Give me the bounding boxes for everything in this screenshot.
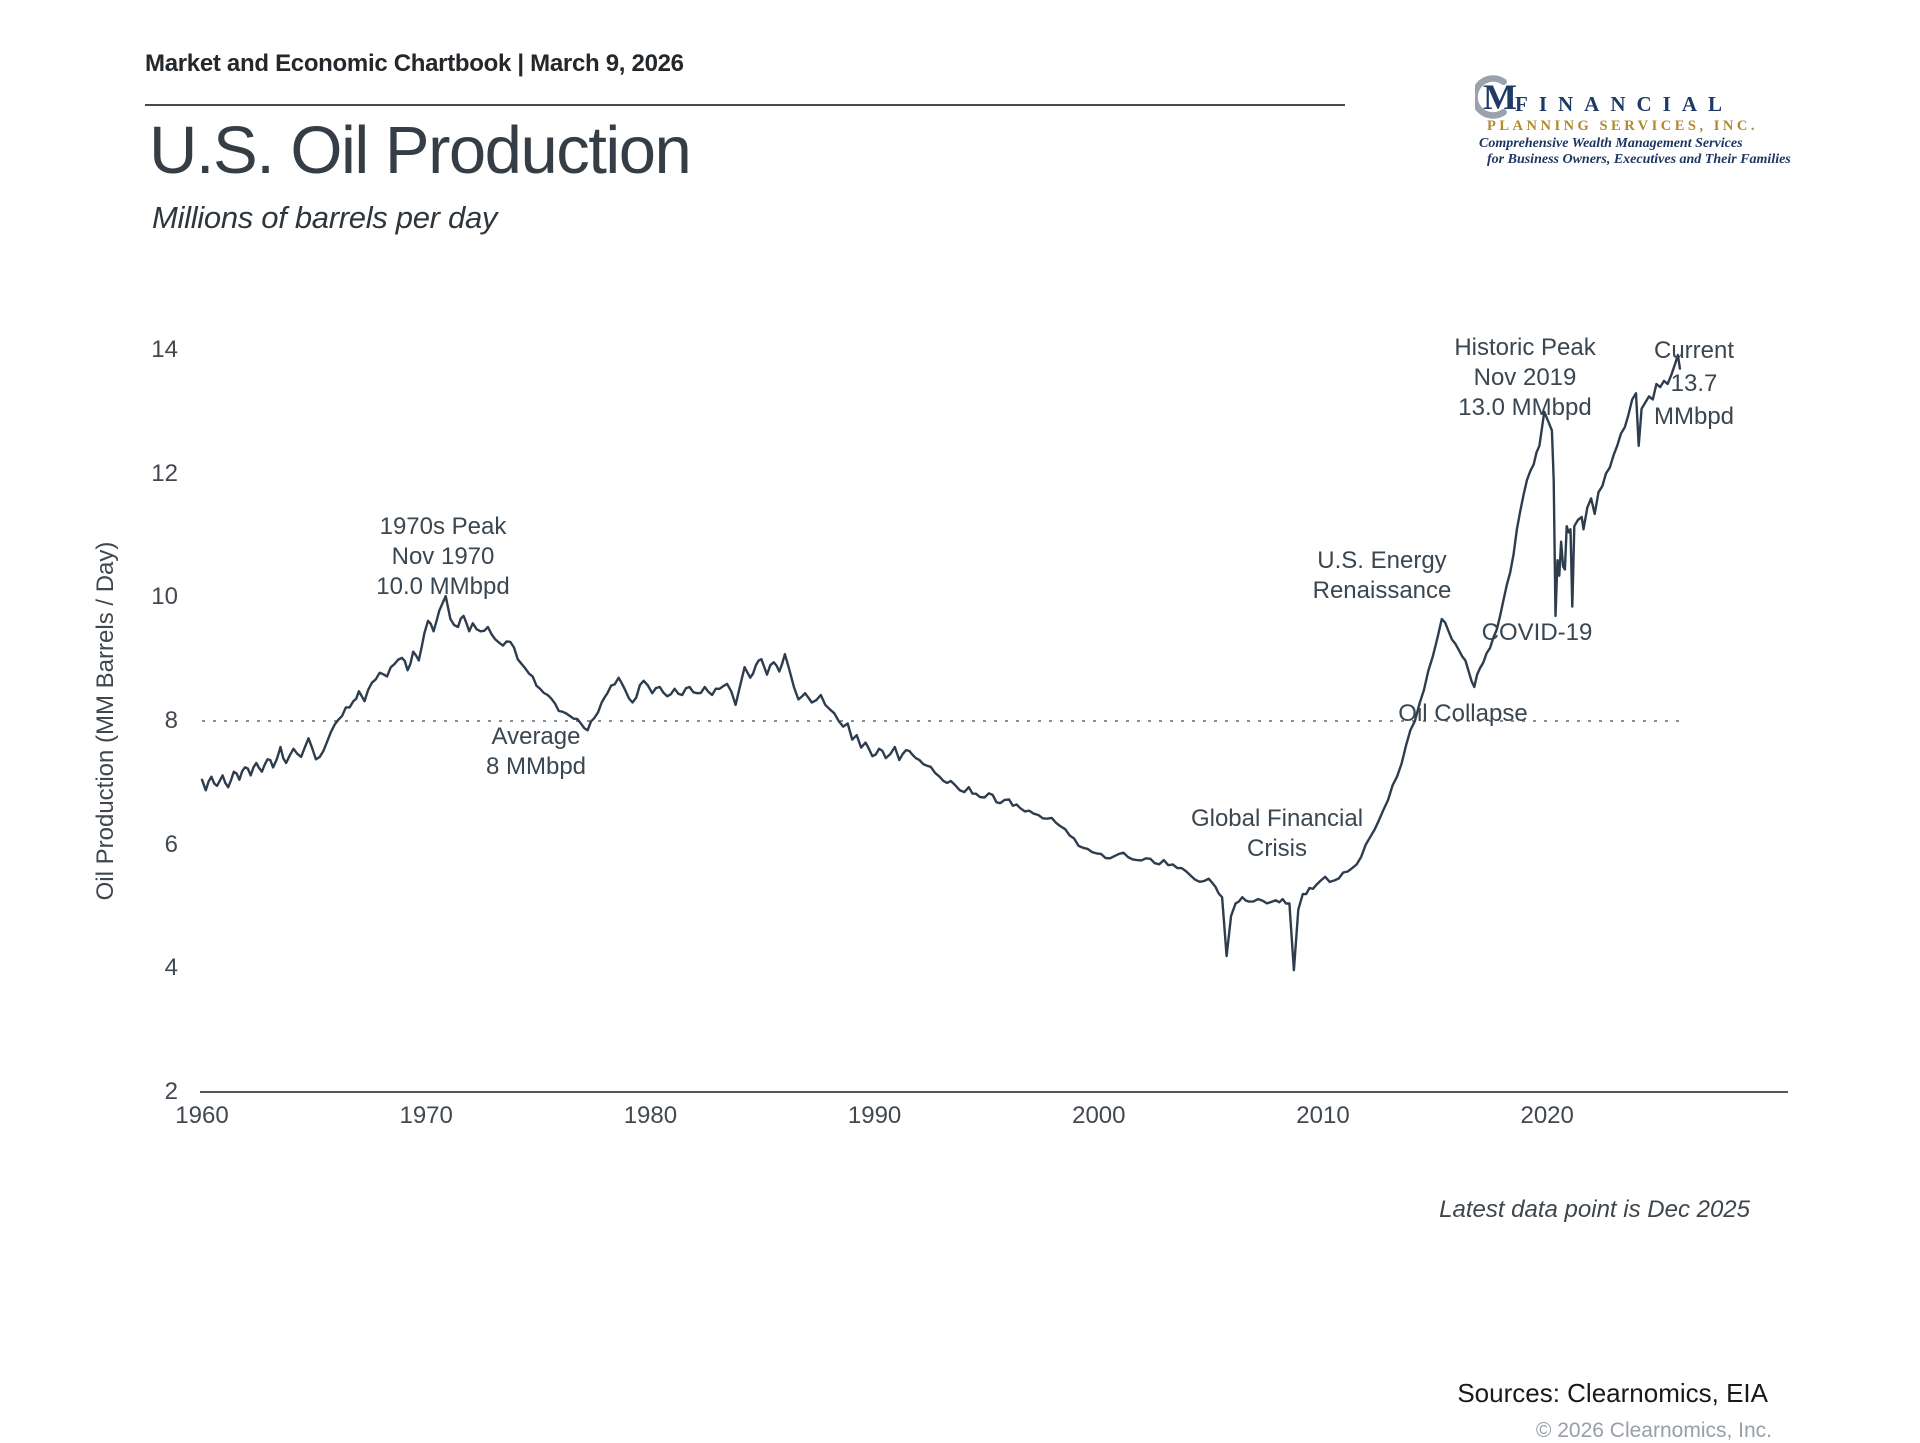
y-tick-label-8: 8 <box>164 707 178 734</box>
latest-data-note: Latest data point is Dec 2025 <box>1439 1196 1750 1223</box>
header-divider <box>145 104 1345 106</box>
x-tick-label-2000: 2000 <box>1072 1102 1126 1129</box>
m-monogram-icon: M <box>1475 75 1517 119</box>
y-tick-label-12: 12 <box>151 459 178 487</box>
x-tick-label-1980: 1980 <box>623 1102 678 1129</box>
logo-financial-text: FINANCIAL <box>1515 92 1734 116</box>
svg-text:M: M <box>1483 77 1517 117</box>
page-title: U.S. Oil Production <box>149 113 692 188</box>
copyright-text: © 2026 Clearnomics, Inc. <box>1535 1419 1772 1442</box>
x-tick-label-1990: 1990 <box>847 1102 902 1129</box>
y-tick-label-10: 10 <box>151 583 178 611</box>
page-subtitle: Millions of barrels per day <box>152 200 498 235</box>
sources-text: Sources: Clearnomics, EIA <box>1457 1378 1768 1408</box>
annotation-average: Average 8 MMbpd <box>485 723 587 780</box>
logo-tagline-2: for Business Owners, Executives and Thei… <box>1487 152 1791 167</box>
x-tick-label-2020: 2020 <box>1520 1102 1574 1129</box>
x-tick-label-1960: 1960 <box>175 1102 229 1129</box>
annotation-gfc: Global Financial Crisis <box>1190 805 1364 862</box>
annotation-peak-1970: 1970s Peak Nov 1970 10.0 MMbpd <box>376 513 510 600</box>
annotation-historic-peak: Historic Peak Nov 2019 13.0 MMbpd <box>1454 334 1596 421</box>
x-tick-label-1970: 1970 <box>399 1102 453 1129</box>
logo-planning-text: PLANNING SERVICES, INC. <box>1487 118 1758 134</box>
annotation-covid-19: COVID-19 <box>1481 619 1593 646</box>
y-tick-label-2: 2 <box>164 1078 178 1105</box>
m-financial-logo: M FINANCIAL PLANNING SERVICES, INC. Comp… <box>1475 52 1805 177</box>
y-tick-label-14: 14 <box>151 336 178 363</box>
logo-tagline-1: Comprehensive Wealth Management Services <box>1479 136 1743 151</box>
annotation-energy-renaissance: U.S. Energy Renaissance <box>1312 547 1452 604</box>
y-tick-label-6: 6 <box>164 830 178 858</box>
annotation-oil-collapse: Oil Collapse <box>1398 700 1528 727</box>
annotation-current: Current 13.7 MMbpd <box>1653 337 1735 430</box>
x-tick-label-2010: 2010 <box>1296 1102 1350 1129</box>
chartbook-header: Market and Economic Chartbook | March 9,… <box>145 50 684 77</box>
y-tick-label-4: 4 <box>164 954 178 982</box>
oil-production-series <box>200 353 1682 972</box>
